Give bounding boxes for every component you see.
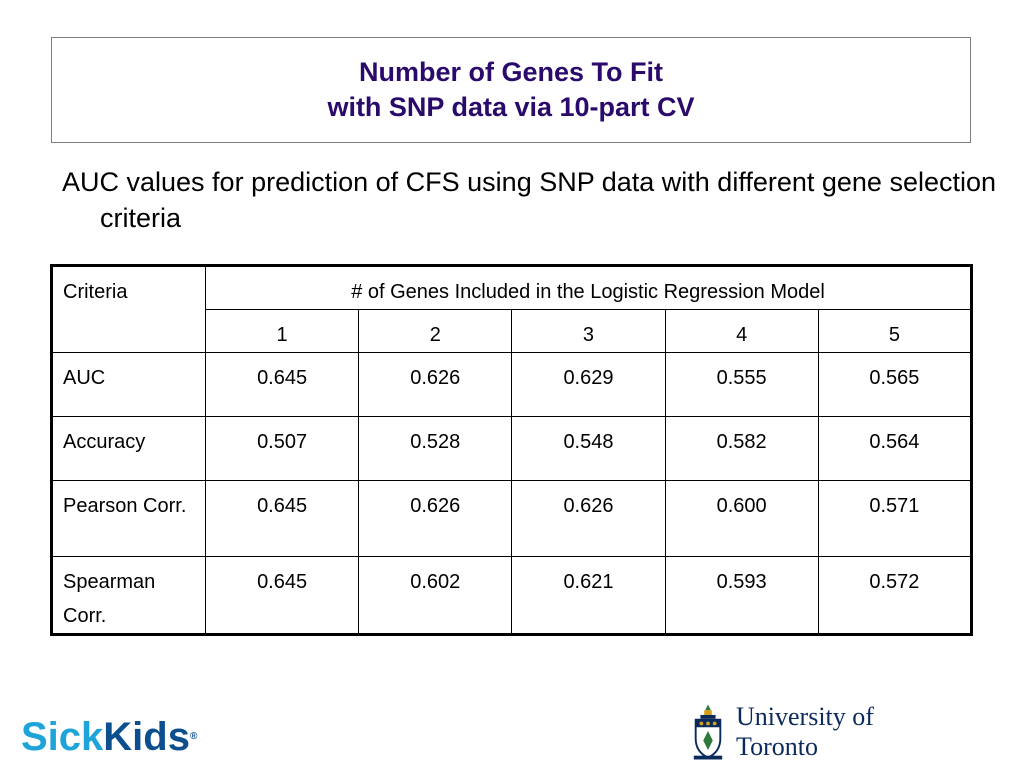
gene-count-3: 3 (511, 309, 666, 353)
sickkids-logo: SickKids® (21, 714, 197, 760)
table-cell: 0.555 (664, 352, 819, 417)
table-cell: 0.600 (664, 480, 819, 557)
results-table: Criteria # of Genes Included in the Logi… (50, 264, 973, 636)
table-cell: 0.621 (511, 556, 666, 635)
row-label: Accuracy (51, 416, 206, 481)
gene-count-5: 5 (817, 309, 973, 353)
table-cell: 0.528 (358, 416, 513, 481)
table-cell: 0.548 (511, 416, 666, 481)
uoft-name: University of Toronto (736, 702, 874, 761)
table-cell: 0.572 (817, 556, 973, 635)
table-cell: 0.602 (358, 556, 513, 635)
sickkids-logo-sick: Sick (21, 715, 104, 759)
row-label: Spearman Corr. (51, 556, 206, 635)
gene-count-group-header: # of Genes Included in the Logistic Regr… (205, 265, 972, 310)
table-cell: 0.582 (664, 416, 819, 481)
title-box: Number of Genes To Fit with SNP data via… (51, 37, 971, 143)
gene-count-1: 1 (204, 309, 360, 353)
table-cell: 0.629 (511, 352, 666, 417)
table-cell: 0.626 (358, 352, 513, 417)
table-row: Pearson Corr. 0.645 0.626 0.626 0.600 0.… (51, 480, 973, 557)
table-cell: 0.626 (358, 480, 513, 557)
table-header-row: Criteria # of Genes Included in the Logi… (51, 265, 972, 353)
table-cell: 0.645 (204, 556, 360, 635)
table-cell: 0.626 (511, 480, 666, 557)
table-cell: 0.507 (204, 416, 360, 481)
table-cell: 0.565 (817, 352, 973, 417)
uoft-logo: University of Toronto (690, 700, 950, 764)
gene-count-2: 2 (358, 309, 513, 353)
criteria-header: Criteria (51, 265, 206, 353)
table-cell: 0.645 (204, 352, 360, 417)
row-label: Pearson Corr. (51, 480, 206, 557)
table-cell: 0.593 (664, 556, 819, 635)
table-row: Accuracy 0.507 0.528 0.548 0.582 0.564 (51, 416, 973, 481)
slide-title-line-1: Number of Genes To Fit (358, 57, 663, 87)
sickkids-logo-kids: Kids (103, 715, 190, 759)
row-label: AUC (51, 352, 206, 417)
gene-count-row: 1 2 3 4 5 (52, 309, 973, 353)
uoft-crest-icon (693, 704, 723, 760)
bullet-text: AUC values for prediction of CFS using S… (62, 167, 997, 233)
table-row: Spearman Corr. 0.645 0.602 0.621 0.593 0… (51, 556, 973, 635)
table-cell: 0.571 (817, 480, 973, 557)
gene-count-4: 4 (664, 309, 819, 353)
table-cell: 0.645 (204, 480, 360, 557)
sickkids-logo-tm: ® (189, 731, 198, 742)
slide-title-line-2: with SNP data via 10-part CV (327, 92, 695, 122)
table-cell: 0.564 (817, 416, 973, 481)
table-row: AUC 0.645 0.626 0.629 0.555 0.565 (51, 352, 973, 417)
